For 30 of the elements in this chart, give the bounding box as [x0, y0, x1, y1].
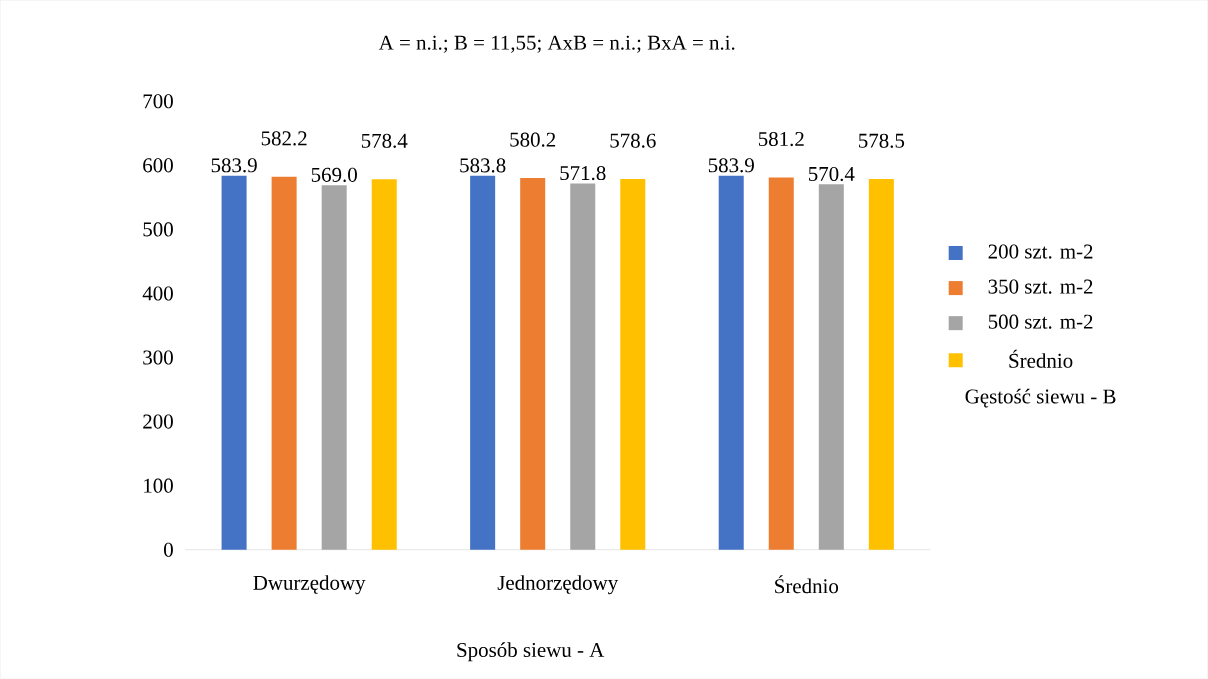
- x-tick-label: Średnio: [775, 575, 839, 594]
- data-label: 571.8: [560, 166, 606, 181]
- y-tick-label: 600: [143, 158, 173, 173]
- x-tick-label: Jednorzędowy: [497, 575, 619, 595]
- y-tick-label: 700: [143, 94, 173, 109]
- data-label: 578.5: [859, 133, 905, 149]
- y-tick-label: 400: [142, 286, 173, 301]
- y-tick-label: 200: [143, 414, 173, 429]
- data-label: 578.4: [361, 133, 408, 149]
- data-label: 583.9: [211, 158, 257, 173]
- legend-label: 200 szt. m-2: [988, 244, 1093, 259]
- data-label: 570.4: [808, 167, 855, 182]
- data-label: 580.2: [510, 132, 556, 148]
- legend-title: Gęstość siewu - B: [965, 389, 1116, 408]
- y-tick-label: 100: [144, 478, 173, 493]
- x-axis-title: Sposób siewu - A: [457, 642, 605, 662]
- legend-label: 350 szt. m-2: [988, 279, 1093, 294]
- x-tick-label: Dwurzędowy: [253, 575, 366, 595]
- y-tick-label: 300: [143, 350, 173, 365]
- data-label: 582.2: [261, 131, 307, 146]
- legend-label: 500 szt. m-2: [988, 314, 1093, 330]
- y-tick-label: 0: [164, 542, 173, 557]
- data-label: 583.9: [708, 158, 754, 173]
- data-label: 569.0: [311, 168, 357, 183]
- data-label: 583.8: [460, 158, 506, 173]
- y-tick-label: 500: [143, 222, 173, 237]
- legend-label: Średnio: [1009, 349, 1073, 369]
- data-label: 578.6: [610, 133, 656, 149]
- chart-title: A = n.i.; B = 11,55; AxB = n.i.; BxA = n.i.: [378, 35, 735, 54]
- data-label: 581.2: [758, 132, 804, 147]
